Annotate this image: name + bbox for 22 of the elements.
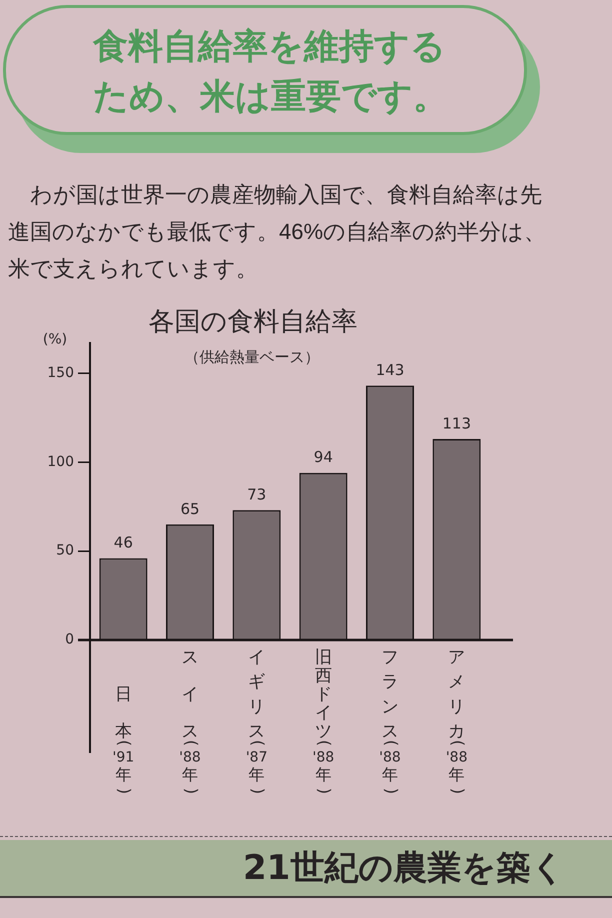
x-tick-label: スイス('88年) (179, 647, 201, 794)
data-label: 143 (376, 361, 404, 380)
data-label: 73 (247, 486, 266, 504)
text: 21世紀の農業を築く (243, 847, 566, 889)
x-tick-label: フランス('88年) (379, 647, 401, 794)
chart-subtitle: （供給熱量ベース） (184, 348, 320, 366)
data-label: 46 (114, 534, 133, 552)
data-label: 113 (442, 414, 471, 432)
x-tick-label: アメリカ('88年) (446, 647, 468, 794)
y-tick-label: 150 (47, 364, 74, 381)
chart-title: 各国の食料自給率 (148, 306, 358, 337)
x-tick-label: 日本('91年) (112, 684, 134, 794)
text: わが国は世界一の農産物輸入国で、食料自給率は先進国のなかでも最低です。46%の自給率の約半分は、米で支えられています。 (8, 181, 548, 283)
y-tick-label: 0 (65, 632, 74, 648)
x-tick-label: イギリス('87年) (246, 647, 268, 794)
text: 食料自給率を維持するため、米は重要です。 (93, 26, 449, 119)
y-tick-label: 50 (56, 542, 74, 559)
category-label: 旧西ドイツ('88年) (312, 647, 334, 794)
data-label: 94 (314, 448, 333, 466)
y-tick-label: 100 (47, 454, 74, 470)
y-axis-title: (%) (42, 332, 68, 348)
data-label: 65 (180, 500, 200, 518)
